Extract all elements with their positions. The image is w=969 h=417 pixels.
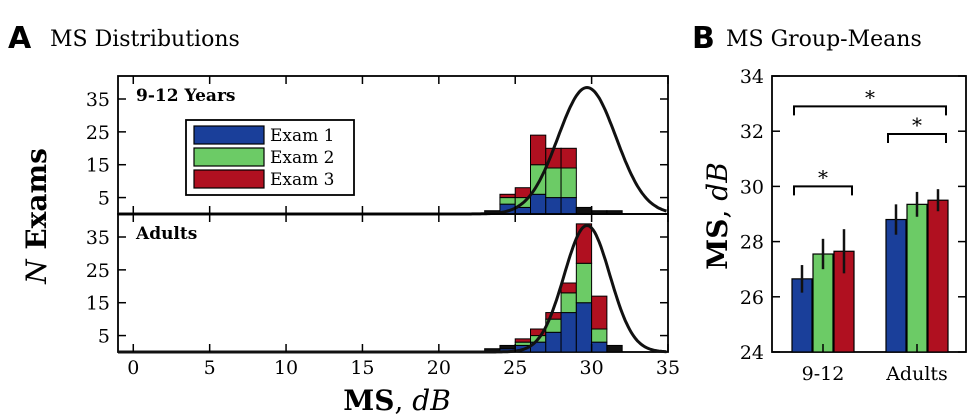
panel-b-y-axis-label: MS, dB xyxy=(701,162,734,270)
y-tick-label: 5 xyxy=(98,188,110,210)
panel-a-y-axis-label: N Exams xyxy=(20,148,53,285)
x-tick-label: 25 xyxy=(503,357,527,379)
legend-label: Exam 1 xyxy=(270,126,334,146)
histogram-bar xyxy=(514,338,532,343)
x-tick-label: 20 xyxy=(427,357,451,379)
significance-bracket xyxy=(793,185,853,196)
significance-star: * xyxy=(818,165,828,189)
x-label-italic: dB xyxy=(412,384,451,417)
histogram-bar xyxy=(530,193,547,215)
histogram-bar xyxy=(560,197,577,215)
legend-swatch xyxy=(193,169,265,189)
histogram-bar xyxy=(560,282,577,294)
plot-frame xyxy=(771,75,967,353)
histogram-bar xyxy=(575,206,593,215)
y-tick-label: 25 xyxy=(86,122,110,144)
histogram-bar xyxy=(575,223,593,264)
x-tick-label: 35 xyxy=(656,357,680,379)
histogram-bar xyxy=(560,312,577,353)
y-tick-label: 28 xyxy=(740,232,764,254)
y-tick-label: 35 xyxy=(86,227,110,249)
histogram-bar xyxy=(560,292,577,314)
y-tick-label: 26 xyxy=(740,287,764,309)
histogram-bar xyxy=(606,344,623,353)
histogram-bar xyxy=(545,312,562,320)
mean-bar xyxy=(927,199,949,353)
histogram-bar xyxy=(530,134,547,166)
panel-a-letter: A xyxy=(8,21,32,56)
y-tick-label: 5 xyxy=(98,326,110,348)
legend-label: Exam 3 xyxy=(270,170,334,190)
y-tick-label: 25 xyxy=(86,260,110,282)
mean-bar xyxy=(885,218,907,353)
panel-b-letter: B xyxy=(692,21,715,56)
x-tick-label: 15 xyxy=(350,357,374,379)
panel-a-title: MS Distributions xyxy=(50,27,240,52)
histogram-bar xyxy=(575,302,593,353)
y-label-rest: Exams xyxy=(20,148,53,259)
significance-bracket xyxy=(793,105,947,116)
y-tick-label: 30 xyxy=(740,176,764,198)
y-tick-label: 15 xyxy=(86,293,110,315)
x-tick-label: 9-12 xyxy=(802,363,845,385)
histogram-bar xyxy=(560,167,577,199)
group-means-chart: 24 26 28 30 32 34 9-12 Adults * * * xyxy=(740,66,967,385)
histogram-bar xyxy=(545,167,562,199)
histogram-bar xyxy=(499,197,516,205)
panel-a-x-axis-label: MS, dB xyxy=(343,384,451,417)
histogram-bar xyxy=(499,193,516,199)
y-tick-label: 24 xyxy=(740,342,764,364)
legend-swatch xyxy=(193,147,265,167)
legend-swatch xyxy=(193,125,265,145)
x-tick-label: 5 xyxy=(204,357,216,379)
subplot-label: Adults xyxy=(135,224,197,244)
significance-star: * xyxy=(912,113,922,137)
y-label-italic: N xyxy=(20,258,53,285)
subplot-9-12-years: 5 15 25 35 9-12 Years xyxy=(86,75,669,216)
histogram-bar xyxy=(591,328,608,343)
histogram-bar xyxy=(591,295,608,330)
histogram-bar xyxy=(545,197,562,215)
panel-b-title: MS Group-Means xyxy=(726,27,922,52)
y-tick-label: 35 xyxy=(86,89,110,111)
legend-label: Exam 2 xyxy=(270,148,334,168)
b-y-label-bold: MS xyxy=(701,219,734,270)
histogram-bar xyxy=(575,262,593,304)
significance-bracket xyxy=(887,132,947,143)
x-tick-label: 30 xyxy=(580,357,604,379)
significance-star: * xyxy=(865,85,875,109)
subplot-label: 9-12 Years xyxy=(136,86,235,106)
x-tick-label: 10 xyxy=(274,357,298,379)
histogram-bar xyxy=(591,341,608,353)
x-label-sep: , xyxy=(394,384,412,417)
y-tick-label: 15 xyxy=(86,155,110,177)
x-tick-label: 0 xyxy=(127,357,139,379)
y-tick-label: 34 xyxy=(740,66,764,88)
b-y-label-italic: dB xyxy=(701,162,734,201)
histogram-bar xyxy=(545,331,562,353)
mean-bar xyxy=(906,203,928,353)
histogram-bar xyxy=(560,147,577,169)
b-y-label-sep: , xyxy=(701,201,734,219)
x-label-bold: MS xyxy=(343,384,394,417)
y-tick-label: 32 xyxy=(740,121,764,143)
histogram-bar xyxy=(499,344,516,350)
x-tick-label: Adults xyxy=(885,363,948,385)
